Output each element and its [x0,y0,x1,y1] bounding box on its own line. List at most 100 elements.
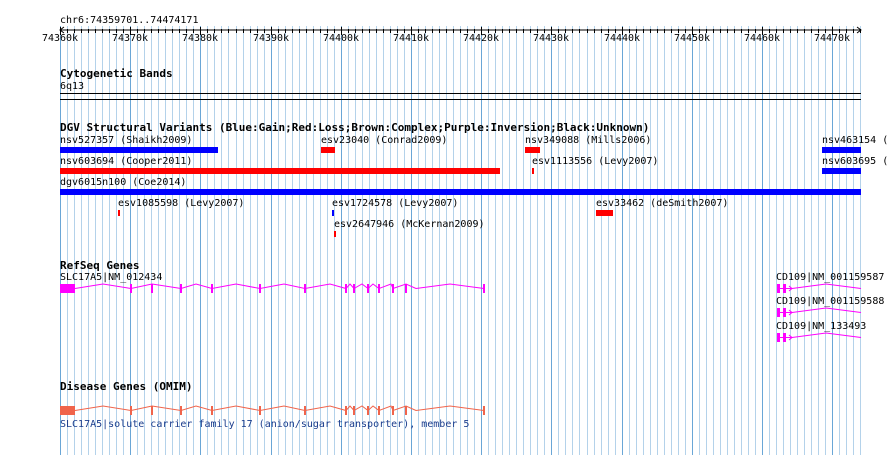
ruler-tick [502,29,503,33]
ruler-tick [214,29,215,33]
ruler-tick [109,29,110,33]
ruler-tick [608,29,609,33]
grid-line [102,26,103,455]
ruler-tick [327,29,328,33]
dgv-track-title[interactable]: DGV Structural Variants (Blue:Gain;Red:L… [60,121,650,134]
grid-line [250,26,251,455]
variant-loss-bar[interactable] [118,210,120,216]
ruler-tick [453,29,454,33]
ruler-tick [362,29,363,33]
grid-line [832,26,833,455]
ruler-tick-label: 74430k [532,33,570,44]
grid-line [137,26,138,455]
variant-loss-bar[interactable] [596,210,613,216]
grid-line [193,26,194,455]
ruler-tick [102,29,103,33]
ruler-tick [657,29,658,33]
variant-loss-bar[interactable] [532,168,534,174]
grid-line [257,26,258,455]
grid-line [60,26,61,455]
ruler-tick [727,29,728,33]
ruler-tick [523,29,524,33]
ruler-tick [299,29,300,33]
grid-line [271,26,272,455]
grid-line [81,26,82,455]
ruler-tick [81,29,82,33]
ruler-tick [488,29,489,33]
variant-label[interactable]: nsv603694 (Cooper2011) [60,156,193,167]
gene-label[interactable]: CD109|NM_133493 [776,321,867,332]
grid-line [664,26,665,455]
grid-line [376,26,377,455]
grid-line [853,26,854,455]
ruler-tick [629,29,630,33]
variant-label[interactable]: dgv6015n100 (Coe2014) [60,177,187,188]
variant-label[interactable]: esv1085598 (Levy2007) [118,198,245,209]
grid-line [341,26,342,455]
ruler-tick [544,29,545,33]
ruler-tick [832,27,833,35]
ruler-tick [418,29,419,33]
ruler-tick-label: 74460k [743,33,781,44]
variant-gain-bar[interactable] [60,147,218,153]
variant-label[interactable]: nsv349088 (Mills2006) [525,135,652,146]
ruler-tick [390,29,391,33]
variant-label[interactable]: nsv527357 (Shaikh2009) [60,135,193,146]
grid-line [762,26,763,455]
gene-label[interactable]: SLC17A5|NM_012434 [60,272,163,283]
gene-label[interactable]: CD109|NM_001159588 [776,296,885,307]
grid-line [278,26,279,455]
grid-line [636,26,637,455]
grid-line [523,26,524,455]
grid-line [713,26,714,455]
grid-line [544,26,545,455]
grid-line [727,26,728,455]
refseq-track-title[interactable]: RefSeq Genes [60,259,140,272]
variant-loss-bar[interactable] [60,168,500,174]
grid-line [158,26,159,455]
ruler-tick [783,29,784,33]
ruler-tick [446,29,447,33]
variant-label[interactable]: esv1724578 (Levy2007) [332,198,459,209]
ruler-tick [720,29,721,33]
variant-gain-bar[interactable] [822,168,861,174]
variant-label[interactable]: esv33462 (deSmith2007) [596,198,729,209]
variant-label[interactable]: esv2647946 (McKernan2009) [334,219,485,230]
variant-gain-bar[interactable] [60,189,861,195]
variant-loss-bar[interactable] [525,147,540,153]
cytogenetic-track-title[interactable]: Cytogenetic Bands [60,67,173,80]
region-label: chr6:74359701..74474171 [60,15,199,26]
ruler-tick [341,27,342,35]
variant-gain-bar[interactable] [822,147,861,153]
ruler-tick [200,27,201,35]
variant-gain-bar[interactable] [332,210,334,216]
grid-line [692,26,693,455]
grid-line [502,26,503,455]
gene-label[interactable]: CD109|NM_001159587 [776,272,885,283]
grid-line [285,26,286,455]
variant-label[interactable]: nsv603695 ( [822,156,889,167]
ruler-tick [537,29,538,33]
grid-line [306,26,307,455]
ruler-tick [151,29,152,33]
grid-line [67,26,68,455]
variant-loss-bar[interactable] [334,231,336,237]
ruler-tick [404,29,405,33]
variant-label[interactable]: esv1113556 (Levy2007) [532,156,659,167]
ruler-tick [579,29,580,33]
grid-line [432,26,433,455]
omim-gene-label[interactable]: SLC17A5|solute carrier family 17 (anion/… [60,419,470,430]
ruler-tick [769,29,770,33]
variant-label[interactable]: esv23040 (Conrad2009) [321,135,448,146]
grid-line [488,26,489,455]
variant-loss-bar[interactable] [321,147,335,153]
variant-label[interactable]: nsv463154 ( [822,135,889,146]
grid-line [404,26,405,455]
disease-track-title[interactable]: Disease Genes (OMIM) [60,380,193,393]
grid-line [839,26,840,455]
